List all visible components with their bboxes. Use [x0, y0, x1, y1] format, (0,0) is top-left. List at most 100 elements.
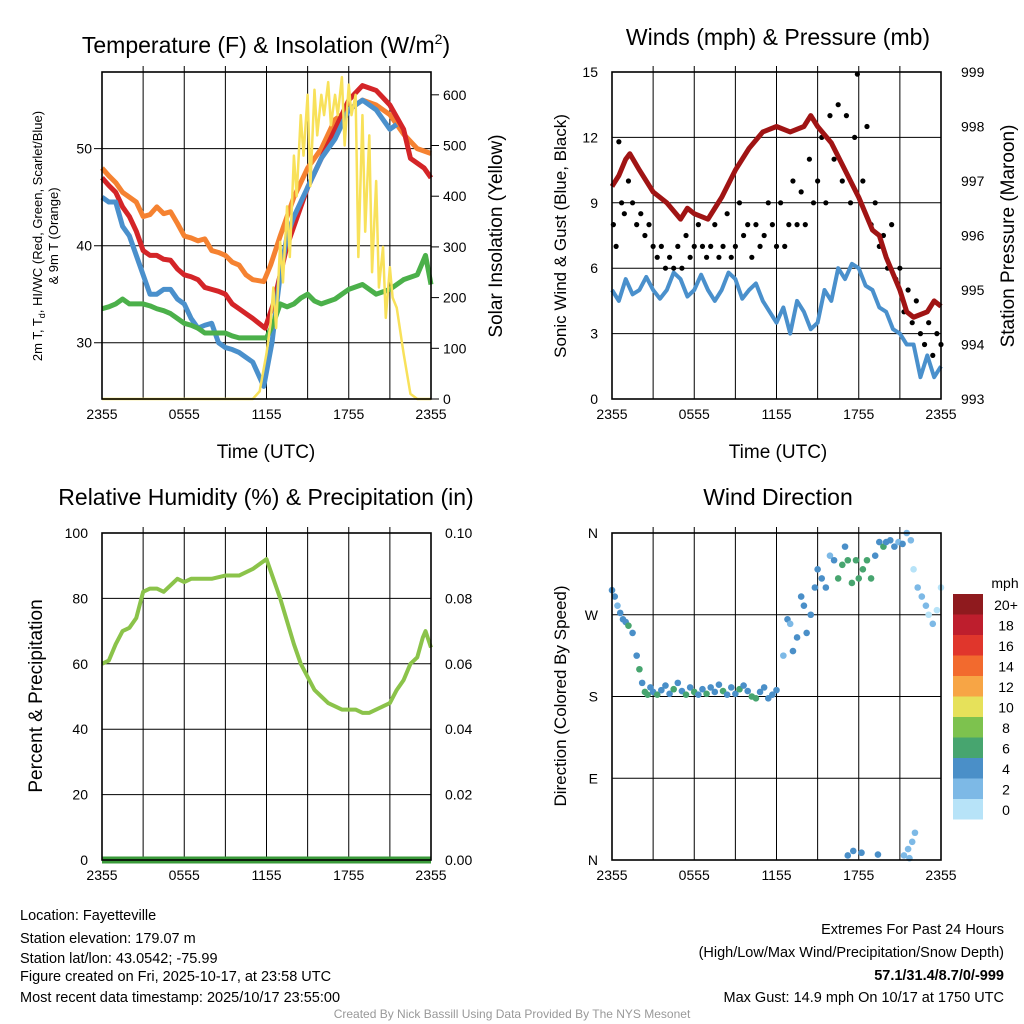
x-tick-label: 1755 [333, 406, 364, 422]
gust-point [716, 254, 722, 260]
legend-swatch [953, 696, 983, 717]
y2-tick-label: 0.10 [445, 525, 472, 541]
direction-point [760, 684, 768, 691]
direction-point [756, 688, 764, 696]
gust-point [749, 254, 755, 260]
gust-point [794, 222, 800, 228]
direction-point [830, 556, 838, 564]
gust-point [666, 254, 673, 260]
direction-point [723, 691, 731, 698]
direction-point [633, 652, 640, 659]
direction-point [780, 652, 787, 659]
direction-point [732, 690, 739, 698]
gust-point [699, 243, 706, 249]
gust-point [823, 200, 829, 206]
direction-point [911, 829, 919, 837]
gust-point [827, 113, 833, 119]
direction-point [638, 679, 646, 687]
direction-point [773, 686, 780, 694]
gust-point [671, 265, 677, 271]
gust-point [839, 178, 845, 184]
latlon-text: Station lat/lon: 43.0542; -75.99 [20, 951, 218, 967]
direction-point [740, 682, 747, 689]
direction-point [699, 685, 706, 693]
direction-point [682, 691, 690, 698]
location-text: Location: Fayetteville [20, 908, 156, 924]
y2-tick-label: 993 [961, 391, 985, 407]
series-pressure [609, 113, 943, 320]
direction-point [900, 852, 908, 859]
legend-swatch [953, 676, 983, 697]
extremes-description: (High/Low/Max Wind/Precipitation/Snow De… [699, 945, 1004, 961]
gust-point [757, 243, 763, 249]
footer: Location: Fayetteville Station elevation… [20, 908, 1004, 1021]
x-tick-label: 0555 [679, 406, 710, 422]
gust-point [650, 243, 656, 249]
gust-point [679, 265, 685, 271]
y2-tick-label: 0.02 [445, 787, 472, 803]
y2-axis-label: Station Pressure (Maroon) [998, 125, 1019, 348]
direction-point [874, 851, 882, 858]
y-tick-label: 3 [590, 326, 598, 342]
series-td [101, 252, 434, 341]
x-tick-label: 1755 [843, 406, 874, 422]
extremes-values: 57.1/31.4/8.7/0/-999 [874, 968, 1004, 984]
x-tick-label: 1755 [333, 867, 364, 883]
y2-tick-label: 600 [443, 87, 467, 103]
gust-point [802, 222, 808, 228]
gust-point [790, 178, 796, 184]
legend-swatch [953, 655, 983, 676]
direction-point [863, 556, 871, 564]
x-tick-label: 2355 [415, 867, 446, 883]
x-axis-label: Time (UTC) [729, 442, 828, 463]
direction-point [625, 622, 632, 629]
direction-point [769, 691, 776, 698]
y-axis-label: 2m T, Td, HI/WC (Red, Green, Scarlet/Blu… [30, 111, 47, 361]
gust-point [683, 232, 689, 239]
legend-label: 20+ [994, 597, 1018, 613]
legend-title: mph [991, 575, 1018, 591]
gust-point [761, 232, 767, 239]
series-hi-wc [100, 97, 399, 389]
direction-point [929, 620, 937, 628]
legend-swatch [953, 737, 983, 758]
legend-label: 2 [1002, 782, 1010, 798]
direction-point [852, 556, 860, 564]
gust-point [854, 71, 860, 77]
direction-point [715, 681, 723, 688]
x-tick-label: 2355 [415, 406, 446, 422]
x-tick-label: 2355 [86, 406, 117, 422]
gust-point [769, 222, 775, 228]
plot-frame [101, 532, 432, 861]
gust-point [720, 243, 726, 249]
legend-label: 6 [1002, 741, 1010, 757]
x-tick-label: 0555 [679, 867, 710, 883]
direction-point [666, 690, 673, 698]
legend-label: 16 [998, 638, 1014, 654]
created-text: Figure created on Fri, 2025-10-17, at 23… [20, 969, 331, 985]
gust-point [872, 200, 878, 206]
gust-point [782, 243, 788, 249]
y2-tick-label: 996 [961, 228, 985, 244]
direction-point [910, 566, 917, 573]
y2-tick-label: 997 [961, 173, 985, 189]
gust-point [905, 287, 911, 293]
plot-frame [611, 532, 942, 861]
y2-tick-label: 300 [443, 239, 467, 255]
direction-point [899, 540, 906, 548]
gust-point [921, 341, 928, 348]
legend-swatch [953, 778, 983, 799]
direction-point [797, 593, 805, 600]
speed-legend: mph 20+ 18 16 14 12 10 8 6 4 2 0 [953, 575, 1019, 820]
direction-point [811, 584, 819, 591]
direction-point [839, 561, 846, 569]
direction-point [662, 682, 669, 689]
y-tick-label: 30 [76, 335, 92, 351]
humidity-title: Relative Humidity (%) & Precipitation (i… [58, 484, 473, 510]
direction-point [848, 579, 856, 587]
x-tick-label: 1155 [761, 406, 791, 422]
recent-data-text: Most recent data timestamp: 2025/10/17 2… [20, 990, 340, 1006]
humidity-panel: Relative Humidity (%) & Precipitation (i… [26, 484, 474, 883]
gust-point [712, 222, 718, 228]
wind-direction-title: Wind Direction [703, 484, 853, 510]
